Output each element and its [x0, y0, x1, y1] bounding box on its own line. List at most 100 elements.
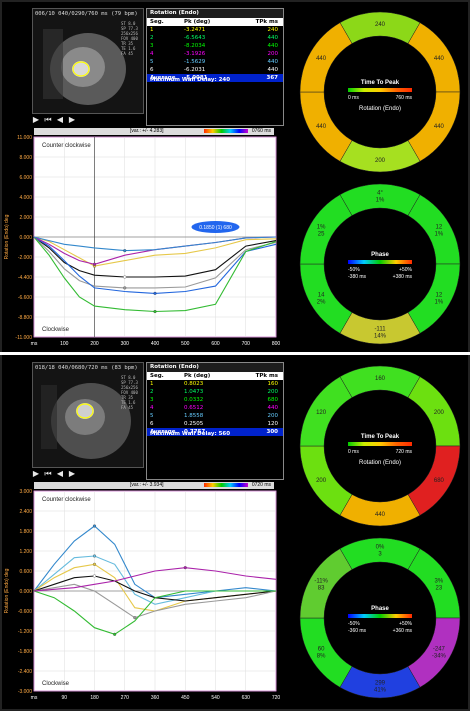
- series-line: [33, 236, 277, 294]
- table-row[interactable]: 2 1.0473 200: [147, 388, 283, 396]
- table-cell: 300: [266, 429, 278, 435]
- ring-subtitle: Rotation (Endo): [359, 106, 401, 112]
- peak-marker: [153, 309, 157, 314]
- ring-segment[interactable]: [299, 548, 353, 619]
- x-tick-label: 360: [151, 695, 160, 701]
- play-icon[interactable]: ▶: [32, 469, 40, 478]
- table-row[interactable]: 1 0.8023 160: [147, 380, 283, 388]
- segment-label: -11%: [314, 579, 328, 585]
- segment-label: 25: [318, 232, 325, 238]
- segment-table: Rotation (Endo) Seg. Pk (deg) TPk ms 1 0.8023…: [146, 362, 284, 480]
- value-bubble[interactable]: [191, 221, 240, 233]
- scale-min-label: 0 ms: [348, 449, 359, 455]
- segment-label: 299: [375, 681, 386, 687]
- variance-label: [var.: +/- 3.934]: [130, 482, 164, 488]
- table-row[interactable]: 3 -8.2034 440: [147, 42, 283, 50]
- scale-max-label: +50%: [399, 267, 412, 273]
- table-cell: 440: [267, 59, 279, 65]
- table-cell: -6.2031: [184, 67, 206, 73]
- scale-max-ms-label: +360 ms: [393, 628, 413, 634]
- table-cell: 200: [267, 389, 279, 395]
- table-title: Rotation (Endo): [147, 363, 283, 372]
- table-cell: 440: [267, 405, 279, 411]
- scale-max-label: 760 ms: [396, 95, 413, 101]
- table-cell: -3.1926: [184, 51, 206, 57]
- time-to-peak-ring: 240 440 440 200 440 440 Time To Peak 0 ms 760 ms…: [294, 6, 466, 178]
- peak-marker: [113, 632, 117, 636]
- x-tick-label: 720: [272, 695, 281, 701]
- table-row[interactable]: 6 -6.2031 440: [147, 66, 283, 74]
- table-cell: 3: [150, 43, 154, 49]
- y-tick-label: 0.600: [19, 569, 32, 575]
- y-tick-label: -11.000: [15, 335, 32, 341]
- x-tick-label: 400: [151, 341, 160, 347]
- clockwise-label: Clockwise: [42, 681, 70, 687]
- max-wall-delay: Maximum Wall Delay: 240: [150, 77, 231, 83]
- table-row[interactable]: 1 -3.2471 240: [147, 26, 283, 34]
- table-row[interactable]: 3 0.0332 680: [147, 396, 283, 404]
- table-row[interactable]: 2 -6.5643 440: [147, 34, 283, 42]
- segment-label: 0%: [376, 545, 385, 551]
- ring-segment[interactable]: [299, 22, 353, 93]
- table-cell: 440: [267, 43, 279, 49]
- scale-min-label: 0 ms: [348, 95, 359, 101]
- step-back-icon[interactable]: ⏮: [44, 115, 52, 124]
- ring-segment[interactable]: [299, 194, 353, 265]
- x-tick-label: 100: [60, 341, 69, 347]
- mri-thumbnail[interactable]: 018/18 040/0680/720 ms (83 bpm) ST 8.0 SP…: [32, 362, 144, 468]
- segment-label: -111: [374, 327, 386, 333]
- ring-title: Phase: [371, 606, 389, 612]
- series-line: [33, 525, 277, 599]
- ring-title: Time To Peak: [361, 80, 400, 86]
- table-title: Rotation (Endo): [147, 9, 283, 18]
- column-header: Pk (deg): [184, 373, 211, 379]
- segment-label: 160: [375, 376, 386, 382]
- table-cell: 440: [267, 67, 279, 73]
- y-axis-label: Rotation (Endo) deg: [4, 568, 10, 613]
- scale-min-label: -50%: [348, 267, 360, 273]
- rotation-chart[interactable]: 11.000 8.000 6.000 4.000 2.000 0.000 -2.000 -4.…: [2, 135, 290, 353]
- prev-frame-icon[interactable]: ◀: [56, 469, 64, 478]
- mri-thumbnail[interactable]: 006/10 040/0290/760 ms (79 bpm) ST 8.0 SP…: [32, 8, 144, 114]
- table-cell: 200: [267, 413, 279, 419]
- peak-marker: [92, 562, 97, 566]
- playback-controls: ▶ ⏮ ◀ ▶: [32, 116, 76, 124]
- scale-min-ms-label: -360 ms: [348, 628, 367, 634]
- table-row[interactable]: 4 0.6512 440: [147, 404, 283, 412]
- x-tick-label: 540: [211, 695, 220, 701]
- next-frame-icon[interactable]: ▶: [68, 469, 76, 478]
- segment-label: 12: [436, 225, 443, 231]
- duration-label: 0720 ms: [251, 482, 271, 488]
- table-row[interactable]: 5 1.8558 200: [147, 412, 283, 420]
- series-line: [33, 567, 277, 592]
- counter-clockwise-label: Counter clockwise: [42, 143, 91, 149]
- table-row[interactable]: 5 -1.5629 440: [147, 58, 283, 66]
- table-cell: -6.5643: [184, 35, 206, 41]
- play-icon[interactable]: ▶: [32, 115, 40, 124]
- column-header: Seg.: [150, 373, 164, 379]
- segment-label: 41%: [374, 688, 387, 694]
- mri-image: [33, 363, 143, 467]
- table-cell: 2: [150, 35, 154, 41]
- table-row[interactable]: 6 0.2505 120: [147, 420, 283, 428]
- step-back-icon[interactable]: ⏮: [44, 469, 52, 478]
- panel-divider: [0, 352, 470, 355]
- peak-marker: [183, 566, 187, 570]
- prev-frame-icon[interactable]: ◀: [56, 115, 64, 124]
- color-scale: [348, 614, 412, 618]
- segment-label: 440: [434, 124, 445, 130]
- table-cell: 1.8558: [184, 413, 204, 419]
- mri-header: 006/10 040/0290/760 ms (79 bpm): [35, 11, 138, 17]
- duration-label: 0760 ms: [251, 128, 271, 134]
- peak-marker: [123, 286, 127, 290]
- y-tick-label: 1.800: [19, 529, 32, 535]
- next-frame-icon[interactable]: ▶: [68, 115, 76, 124]
- segment-label: 1%: [376, 198, 385, 204]
- color-scale-bar: [204, 483, 248, 487]
- table-row[interactable]: 4 -3.1926 200: [147, 50, 283, 58]
- rotation-chart[interactable]: 3.000 2.400 1.800 1.200 0.600 0.000 -0.600 -1.2…: [2, 489, 290, 707]
- table-cell: -1.5629: [184, 59, 206, 65]
- ring-segment[interactable]: [299, 376, 353, 447]
